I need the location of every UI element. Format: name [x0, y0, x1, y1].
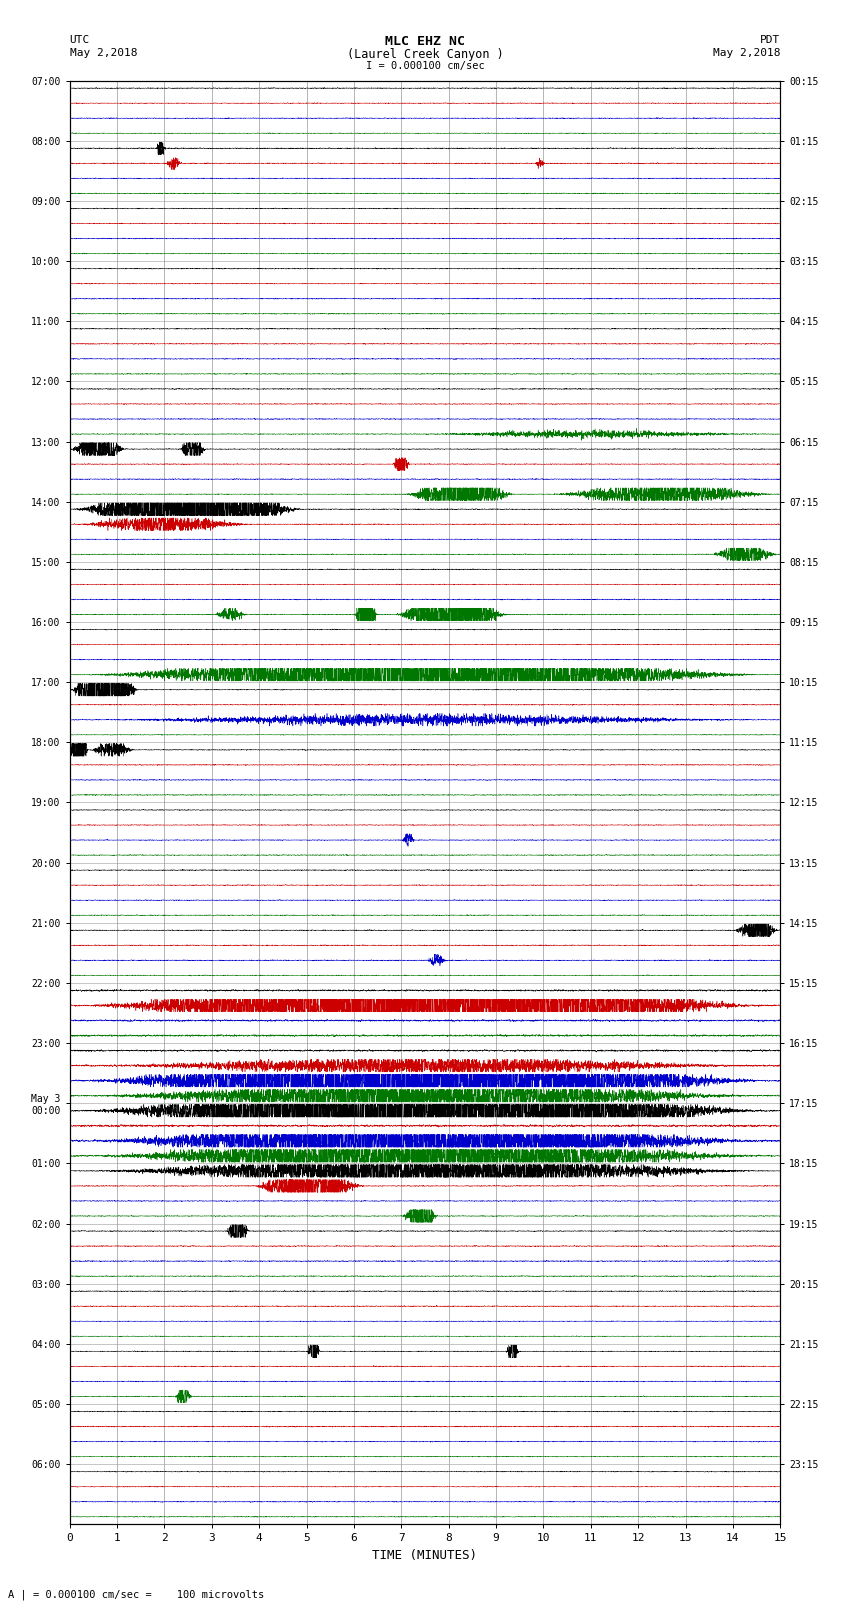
- Text: May 2,2018: May 2,2018: [713, 48, 780, 58]
- Text: PDT: PDT: [760, 35, 780, 45]
- Text: MLC EHZ NC: MLC EHZ NC: [385, 35, 465, 48]
- Text: (Laurel Creek Canyon ): (Laurel Creek Canyon ): [347, 48, 503, 61]
- Text: May 2,2018: May 2,2018: [70, 48, 137, 58]
- X-axis label: TIME (MINUTES): TIME (MINUTES): [372, 1548, 478, 1561]
- Text: I = 0.000100 cm/sec: I = 0.000100 cm/sec: [366, 61, 484, 71]
- Text: A | = 0.000100 cm/sec =    100 microvolts: A | = 0.000100 cm/sec = 100 microvolts: [8, 1589, 264, 1600]
- Text: UTC: UTC: [70, 35, 90, 45]
